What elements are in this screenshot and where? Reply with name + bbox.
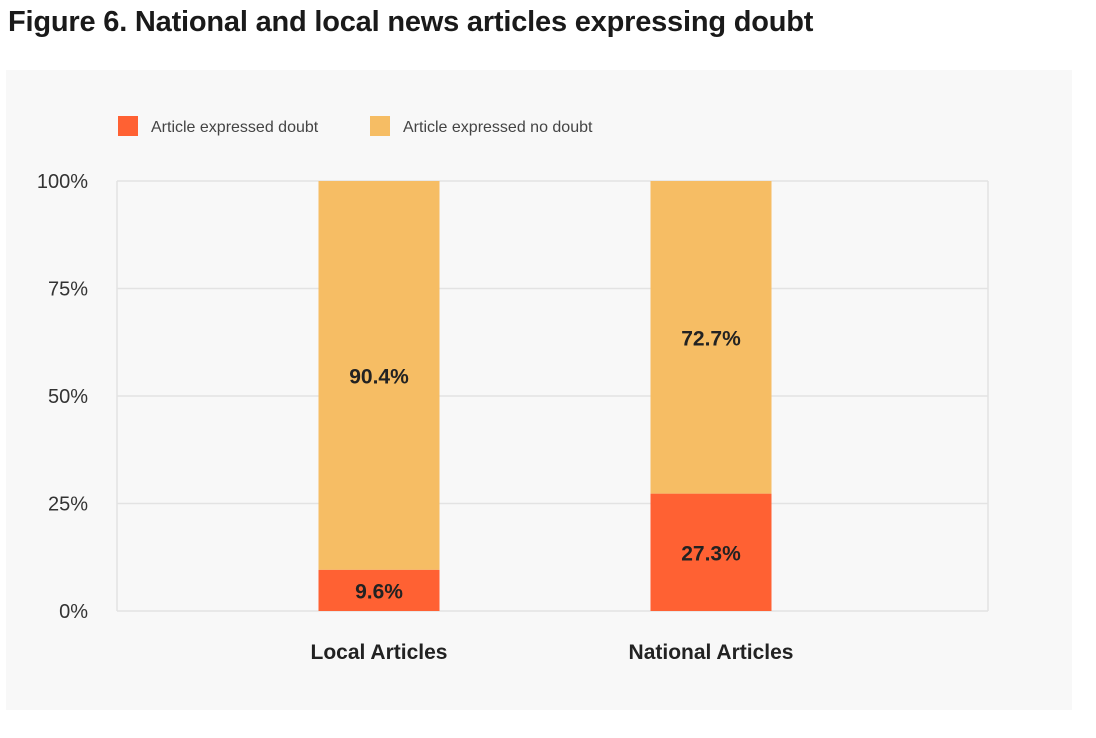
chart-bars [318,181,772,611]
y-tick-label: 50% [48,386,88,408]
bar-segment-doubt [650,493,772,611]
y-tick-label: 100% [37,171,88,193]
data-label: 27.3% [681,542,741,565]
x-category-label: Local Articles [311,641,448,664]
data-label: 72.7% [681,327,741,350]
y-tick-label: 25% [48,494,88,516]
y-tick-label: 75% [48,279,88,301]
bar-segment-no-doubt [650,181,772,494]
chart-data-labels: 9.6% 90.4% 27.3% 72.7% [349,327,741,603]
legend-label-doubt: Article expressed doubt [151,119,319,136]
data-label: 9.6% [355,580,403,603]
legend-swatch-no-doubt [370,116,390,136]
chart-panel [6,70,1072,710]
bar-segment-no-doubt [318,181,440,570]
x-axis-categories: Local Articles National Articles [311,641,794,664]
data-label: 90.4% [349,365,409,388]
figure-title: Figure 6. National and local news articl… [8,6,814,38]
legend-label-no-doubt: Article expressed no doubt [403,119,593,136]
y-axis-ticks: 0% 25% 50% 75% 100% [37,171,88,623]
y-tick-label: 0% [59,601,88,623]
chart-legend: Article expressed doubt Article expressed… [118,116,593,136]
legend-swatch-doubt [118,116,138,136]
chart-gridlines [116,180,989,612]
x-category-label: National Articles [629,641,794,664]
bar-segment-doubt [318,569,440,611]
